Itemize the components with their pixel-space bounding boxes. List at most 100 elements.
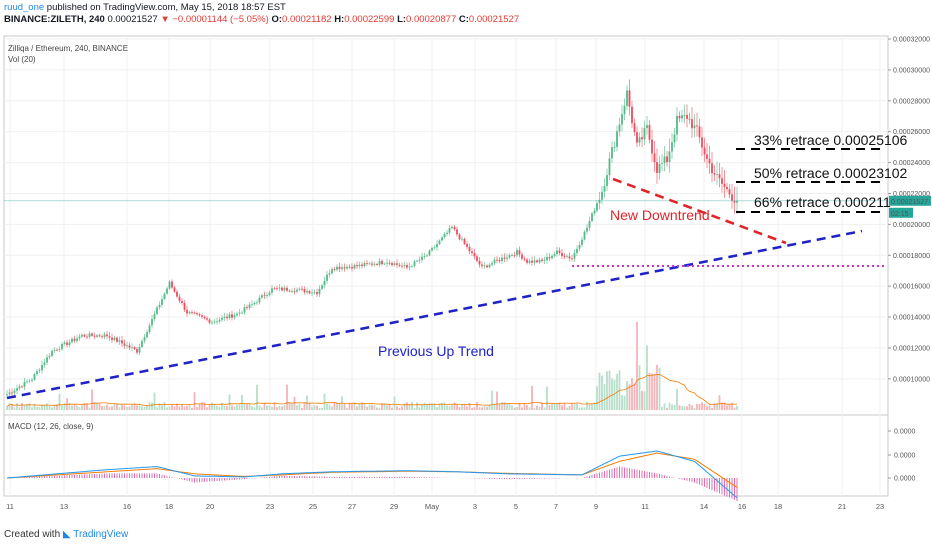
candle-body (468, 246, 471, 252)
price-tick-label: 0.00028000 (893, 98, 930, 105)
volume-bar (461, 404, 463, 410)
candle-body (708, 158, 711, 164)
tradingview-brand[interactable]: TradingView (73, 529, 129, 540)
candle-body (396, 263, 398, 265)
candle-body (203, 316, 206, 319)
volume-bar (688, 403, 691, 410)
candle-body (128, 345, 131, 348)
macd-tick-label: 0.0000 (894, 476, 916, 483)
volume-bar (668, 402, 671, 410)
candle-body (323, 280, 326, 286)
candle-body (443, 233, 446, 238)
candle-body (398, 264, 401, 266)
volume-bar (716, 403, 718, 410)
volume-bar (436, 407, 438, 410)
volume-bar (33, 403, 36, 410)
volume-bar (338, 402, 341, 410)
new-downtrend-line[interactable] (612, 177, 787, 245)
volume-bar (421, 404, 423, 410)
volume-bar (378, 407, 381, 410)
symbol-label: BINANCE:ZILETH, 240 (4, 14, 105, 25)
volume-bar (731, 402, 733, 410)
candle-body (208, 319, 211, 323)
volume-bar (296, 405, 298, 410)
candle-body (716, 174, 718, 176)
candle-body (186, 309, 188, 314)
volume-bar (628, 384, 631, 410)
volume-bar (691, 405, 693, 410)
volume-bar (483, 406, 486, 410)
candle-body (403, 265, 406, 266)
candle-body (353, 265, 356, 269)
volume-bar (663, 403, 666, 410)
candle-body (401, 265, 403, 267)
previous-uptrend-label: Previous Up Trend (378, 343, 494, 359)
candle-body (418, 259, 421, 261)
volume-bar (248, 404, 251, 410)
volume-bar (266, 405, 268, 410)
volume-bar (678, 405, 681, 410)
candle-body (713, 173, 716, 175)
candle-body (266, 295, 268, 297)
volume-bar (168, 406, 171, 410)
candle-body (503, 257, 506, 259)
candle-body (216, 321, 218, 323)
previous-uptrend-line[interactable] (6, 229, 863, 400)
candle-body (446, 232, 448, 234)
candle-body (61, 343, 63, 350)
candle-body (536, 260, 538, 263)
volume-bar (453, 402, 456, 410)
volume-bar (11, 404, 13, 410)
volume-bar (116, 403, 118, 410)
volume-bar (493, 403, 496, 410)
volume-bar (476, 402, 478, 410)
volume-bar (471, 407, 473, 410)
time-tick-label: 11 (6, 502, 14, 511)
candle-body (598, 199, 601, 204)
volume-bar (601, 375, 603, 410)
candle-body (226, 316, 228, 319)
candle-body (168, 281, 171, 289)
volume-bar (138, 405, 141, 410)
volume-bar (106, 404, 108, 410)
volume-bar (31, 407, 33, 410)
candle-body (338, 266, 341, 269)
candle-body (661, 163, 663, 164)
volume-bar (676, 388, 678, 410)
candle-body (616, 131, 618, 147)
volume-bar (306, 395, 308, 410)
candle-body (498, 259, 501, 261)
candle-body (331, 269, 333, 274)
candle-body (546, 256, 548, 261)
volume-bar (326, 403, 328, 410)
candle-body (433, 247, 436, 249)
candle-body (311, 292, 313, 294)
candle-body (198, 314, 201, 316)
candle-body (26, 381, 28, 383)
author-link[interactable]: ruud_one (4, 2, 45, 13)
volume-bar (418, 407, 421, 410)
volume-bar (301, 407, 303, 410)
volume-bar (573, 403, 576, 410)
volume-bar (386, 405, 388, 410)
volume-bar (86, 403, 88, 410)
volume-bar (608, 370, 611, 410)
candle-body (196, 313, 198, 315)
volume-bar (211, 402, 213, 410)
volume-bar (566, 407, 568, 410)
volume-bar (701, 402, 703, 410)
candle-body (636, 132, 638, 143)
volume-bar (431, 403, 433, 410)
volume-bar (276, 407, 278, 410)
candle-body (596, 203, 598, 211)
candle-body (228, 314, 231, 319)
candle-body (41, 364, 43, 371)
volume-bar (416, 402, 418, 410)
volume-bar (411, 402, 413, 410)
volume-bar (346, 407, 348, 410)
candle-body (723, 183, 726, 187)
candle-body (76, 338, 78, 341)
candle-body (261, 295, 263, 298)
volume-bar (598, 372, 601, 410)
